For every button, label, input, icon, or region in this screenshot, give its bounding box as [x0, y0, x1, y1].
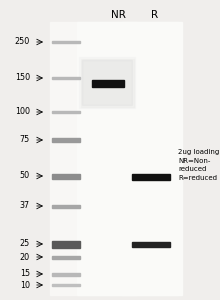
Bar [52, 111, 80, 113]
Text: R: R [151, 10, 159, 20]
Text: 37: 37 [20, 202, 30, 211]
Bar [52, 77, 80, 79]
Text: 25: 25 [20, 239, 30, 248]
Text: 50: 50 [20, 172, 30, 181]
Bar [52, 41, 80, 43]
Bar [52, 284, 80, 286]
Bar [122, 22, 182, 295]
Bar [50, 22, 178, 295]
Bar [52, 256, 80, 259]
Bar [52, 138, 80, 142]
Bar [92, 80, 124, 87]
Bar [52, 205, 80, 208]
Bar [52, 241, 80, 248]
Text: 75: 75 [20, 136, 30, 145]
Bar [81, 58, 134, 106]
Text: 2ug loading
NR=Non-
reduced
R=reduced: 2ug loading NR=Non- reduced R=reduced [178, 149, 219, 181]
Bar [79, 57, 135, 108]
Bar [82, 60, 132, 105]
Bar [132, 174, 170, 180]
Text: 150: 150 [15, 74, 30, 82]
Bar [132, 242, 170, 247]
Bar [52, 173, 80, 178]
Text: NR: NR [111, 10, 125, 20]
Bar [52, 272, 80, 275]
Text: 20: 20 [20, 253, 30, 262]
Bar [77, 22, 137, 295]
Text: 15: 15 [20, 269, 30, 278]
Text: 10: 10 [20, 280, 30, 290]
Text: 100: 100 [15, 107, 30, 116]
Text: 250: 250 [15, 38, 30, 46]
